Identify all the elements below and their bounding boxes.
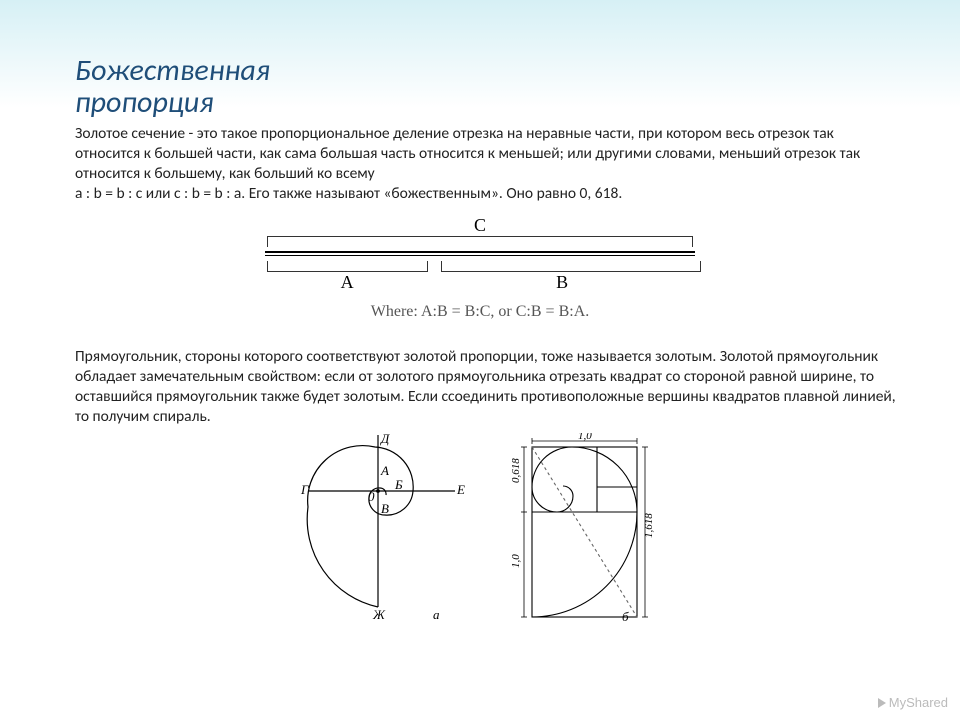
- label-b: B: [429, 272, 695, 293]
- formula-1: a : b = b : c или c : b = b : a. Его так…: [75, 184, 622, 203]
- spiral-b-label-b: б: [622, 609, 629, 623]
- label-a: A: [265, 272, 429, 293]
- spiral-b: 1,0 0,618 1,0 1,618 б: [502, 433, 677, 623]
- spiral-b-label-lt: 0,618: [510, 458, 522, 483]
- paragraph-2: Прямоугольник, стороны которого соответс…: [0, 321, 960, 428]
- play-icon: [878, 698, 886, 708]
- spiral-b-label-lb: 1,0: [510, 554, 522, 568]
- spiral-a-label-d: Д: [379, 433, 390, 446]
- diagram1-caption: Where: A:B = B:C, or C:B = B:A.: [265, 303, 695, 321]
- spiral-a-label-b2: Б: [394, 477, 403, 492]
- top-bracket: [267, 236, 693, 247]
- segment-line: [265, 251, 695, 253]
- spiral-a-label-zh: Ж: [372, 607, 386, 622]
- spiral-a: Д Г А Б В Е 0 Ж а: [283, 433, 478, 623]
- ratio-diagram: C A B Where: A:B = B:C, or C:B = B:A.: [265, 215, 695, 321]
- spiral-b-label-r: 1,618: [643, 513, 655, 538]
- spiral-a-label-a: а: [433, 607, 440, 622]
- label-c: C: [265, 215, 695, 236]
- bottom-brackets: [265, 261, 695, 272]
- spiral-a-label-e: Е: [456, 482, 465, 497]
- spiral-diagrams: Д Г А Б В Е 0 Ж а: [0, 433, 960, 623]
- slide-title: Божественная пропорция: [0, 0, 960, 118]
- spiral-a-label-a2: А: [380, 463, 389, 478]
- labels-ab: A B: [265, 272, 695, 293]
- paragraph-1-text: Золотое сечение - это такое пропорционал…: [75, 124, 860, 183]
- title-line2: пропорция: [75, 84, 214, 121]
- spiral-a-label-g: Г: [300, 482, 309, 497]
- watermark-text: MyShared: [889, 695, 948, 710]
- paragraph-1: Золотое сечение - это такое пропорционал…: [0, 118, 960, 205]
- spiral-a-label-0: 0: [368, 489, 375, 504]
- spiral-a-label-v: В: [381, 501, 389, 516]
- watermark: MyShared: [878, 695, 948, 710]
- spiral-b-label-top: 1,0: [578, 433, 592, 442]
